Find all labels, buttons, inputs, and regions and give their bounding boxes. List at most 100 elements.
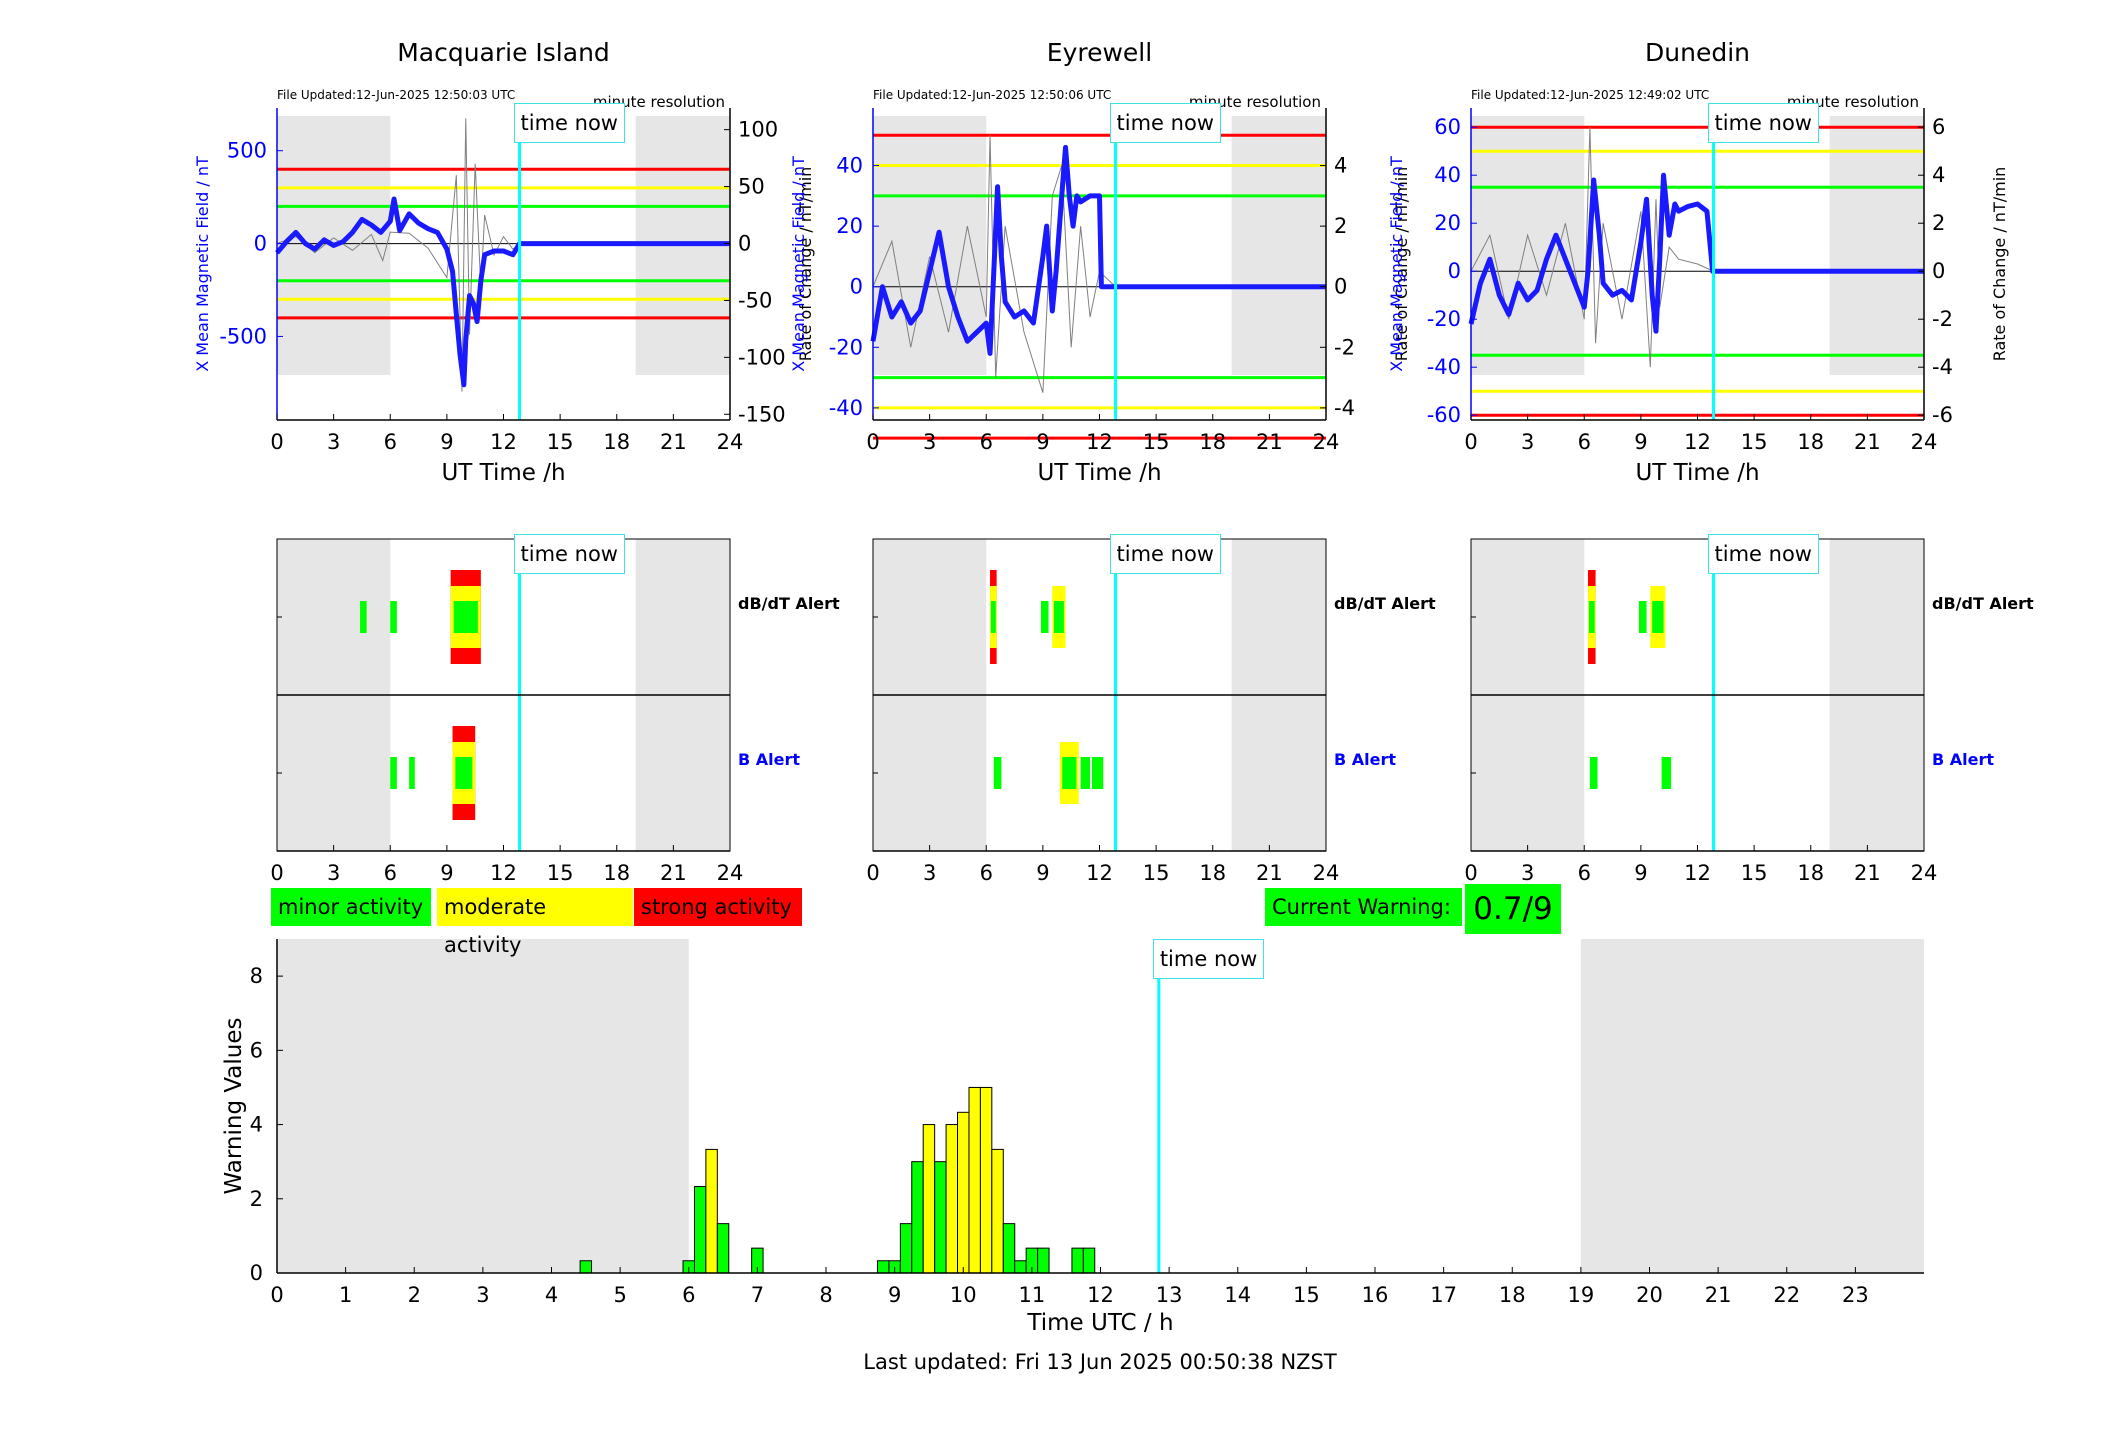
- x-tick-label: 9: [1036, 861, 1049, 885]
- x-tick-label: 9: [1634, 861, 1647, 885]
- y2-tick-label: 100: [738, 118, 778, 142]
- alert-block-minor: [1638, 601, 1647, 633]
- y-tick-label: -20: [829, 335, 863, 359]
- x-tick-label: 15: [1293, 1283, 1320, 1307]
- x-tick-label: 21: [1256, 430, 1283, 454]
- x-tick-label: 12: [1684, 430, 1711, 454]
- last-updated: Last updated: Fri 13 Jun 2025 00:50:38 N…: [863, 1350, 1337, 1374]
- warning-bar: [1082, 1247, 1096, 1274]
- y2-tick-label: -100: [738, 345, 786, 369]
- x-tick-label: 8: [819, 1283, 832, 1307]
- x-tick-label: 0: [1464, 861, 1477, 885]
- y-tick-label: 0: [850, 275, 863, 299]
- y2-tick-label: -150: [738, 402, 786, 426]
- y2-tick-label: 6: [1932, 115, 1945, 139]
- x-tick-label: 0: [1464, 430, 1477, 454]
- x-axis-label: UT Time /h: [441, 460, 565, 486]
- y-tick-label: 6: [250, 1038, 263, 1062]
- x-tick-label: 21: [1854, 861, 1881, 885]
- y-tick-label: 4: [250, 1113, 263, 1137]
- file-updated-text: File Updated:12-Jun-2025 12:50:06 UTC: [873, 88, 1111, 102]
- y-tick-label: -40: [829, 396, 863, 420]
- x-tick-label: 24: [717, 430, 744, 454]
- x-tick-label: 12: [1086, 861, 1113, 885]
- y-tick-label: 0: [250, 1261, 263, 1285]
- legend-minor: minor activity: [271, 888, 431, 926]
- time-now-label: time now: [1707, 103, 1819, 143]
- warning-bar: [979, 1086, 993, 1274]
- y2-tick-label: 0: [738, 232, 751, 256]
- minute-resolution-text: minute resolution: [1189, 93, 1321, 111]
- warning-bar: [945, 1124, 959, 1274]
- x-tick-label: 16: [1362, 1283, 1389, 1307]
- x-tick-label: 18: [1199, 861, 1226, 885]
- x-tick-label: 12: [490, 861, 517, 885]
- minute-resolution-text: minute resolution: [1787, 93, 1919, 111]
- x-tick-label: 13: [1156, 1283, 1183, 1307]
- time-now-label: time now: [1109, 103, 1221, 143]
- x-tick-label: 6: [384, 861, 397, 885]
- alert-block-minor: [409, 757, 415, 789]
- alert-block-minor: [1652, 601, 1664, 633]
- legend-moderate: moderate activity: [437, 888, 633, 957]
- x-tick-label: 9: [888, 1283, 901, 1307]
- x-tick-label: 18: [1797, 861, 1824, 885]
- field-trace: [870, 144, 1326, 356]
- warning-bar: [991, 1148, 1004, 1274]
- time-now-label: time now: [1109, 534, 1221, 574]
- y2-tick-label: -6: [1932, 403, 1953, 427]
- warning-bar: [876, 1260, 890, 1274]
- x-tick-label: 21: [1256, 861, 1283, 885]
- warning-bar: [957, 1111, 970, 1274]
- x-axis-label: Time UTC / h: [1026, 1310, 1173, 1336]
- x-tick-label: 21: [1854, 430, 1881, 454]
- x-tick-label: 9: [440, 861, 453, 885]
- y2-tick-label: 4: [1334, 154, 1347, 178]
- file-updated-text: File Updated:12-Jun-2025 12:50:03 UTC: [277, 88, 515, 102]
- x-tick-label: 3: [327, 861, 340, 885]
- x-tick-label: 21: [1705, 1283, 1732, 1307]
- x-tick-label: 9: [440, 430, 453, 454]
- left-axis-label: X Mean Magnetic Field / nT: [1387, 156, 1406, 372]
- left-axis-label: X Mean Magnetic Field / nT: [193, 156, 212, 372]
- x-tick-label: 12: [1684, 861, 1711, 885]
- x-tick-label: 24: [1313, 430, 1340, 454]
- x-tick-label: 5: [613, 1283, 626, 1307]
- x-tick-label: 18: [1797, 430, 1824, 454]
- x-tick-label: 0: [866, 861, 879, 885]
- time-now-label: time now: [513, 534, 625, 574]
- warning-bar: [1071, 1247, 1084, 1274]
- x-tick-label: 15: [1741, 430, 1768, 454]
- y2-tick-label: -2: [1334, 335, 1355, 359]
- x-tick-label: 6: [1578, 430, 1591, 454]
- x-tick-label: 24: [1911, 430, 1938, 454]
- night-shading: [873, 116, 987, 375]
- y-tick-label: 0: [254, 232, 267, 256]
- warning-bar: [968, 1086, 981, 1274]
- time-now-label: time now: [513, 103, 625, 143]
- x-tick-label: 24: [717, 861, 744, 885]
- y-tick-label: 0: [1448, 259, 1461, 283]
- x-tick-label: 0: [270, 430, 283, 454]
- x-tick-label: 15: [547, 430, 574, 454]
- y2-tick-label: -4: [1334, 396, 1355, 420]
- y2-tick-label: 0: [1932, 259, 1945, 283]
- station-title: Eyrewell: [1047, 38, 1152, 67]
- file-updated-text: File Updated:12-Jun-2025 12:49:02 UTC: [1471, 88, 1709, 102]
- alert-block-minor: [993, 757, 1002, 789]
- b-alert-label: B Alert: [738, 750, 800, 769]
- b-alert-label: B Alert: [1334, 750, 1396, 769]
- x-tick-label: 0: [270, 1283, 283, 1307]
- y2-tick-label: 2: [1932, 211, 1945, 235]
- y-tick-label: 2: [250, 1187, 263, 1211]
- x-tick-label: 9: [1634, 430, 1647, 454]
- x-tick-label: 3: [923, 430, 936, 454]
- y2-tick-label: 50: [738, 175, 765, 199]
- b-alert-label: B Alert: [1932, 750, 1994, 769]
- alert-block-minor: [390, 757, 397, 789]
- dbdt-alert-label: dB/dT Alert: [1932, 594, 2034, 613]
- y-tick-label: 8: [250, 964, 263, 988]
- y-axis-label: Warning Values: [221, 1017, 247, 1194]
- alert-block-minor: [1589, 757, 1598, 789]
- x-tick-label: 15: [1143, 861, 1170, 885]
